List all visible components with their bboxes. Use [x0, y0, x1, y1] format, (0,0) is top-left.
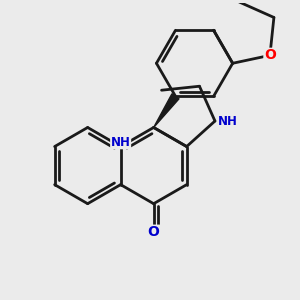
- Text: NH: NH: [218, 115, 238, 128]
- Text: O: O: [148, 225, 160, 239]
- Text: NH: NH: [111, 136, 130, 149]
- Polygon shape: [154, 94, 179, 128]
- Text: O: O: [264, 48, 276, 62]
